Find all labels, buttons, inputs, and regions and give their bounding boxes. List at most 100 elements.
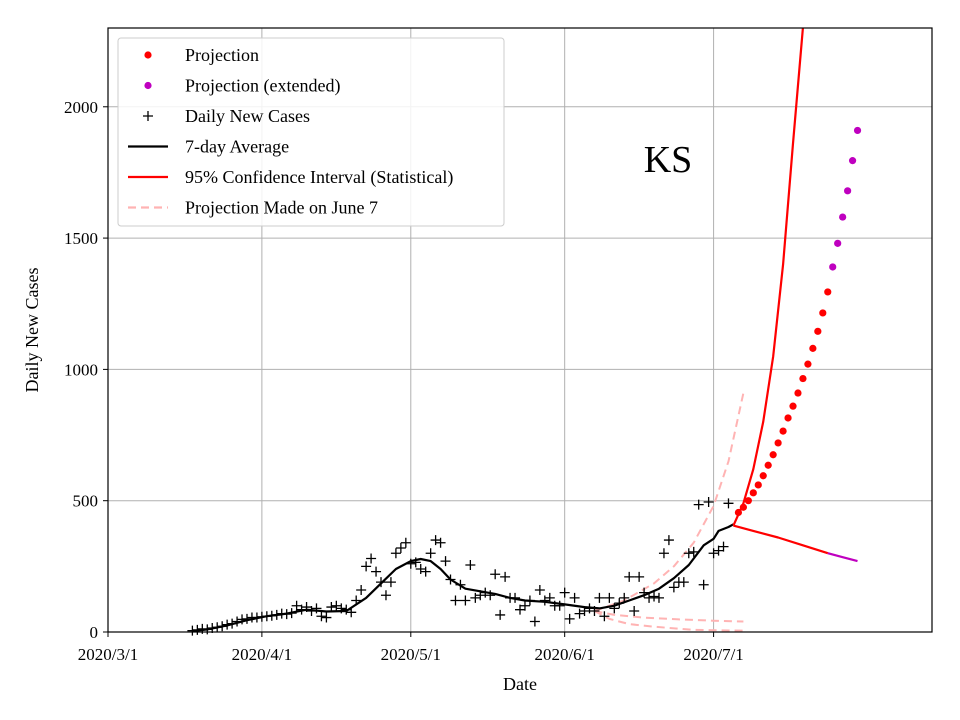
legend-label: 95% Confidence Interval (Statistical) <box>185 167 453 188</box>
daily-case-point <box>306 605 317 616</box>
y-axis-label: Daily New Cases <box>22 268 42 393</box>
series-line-projection-made-on-june-7-lower <box>594 610 744 632</box>
series-projection-made-on-june-7-upper <box>594 392 745 612</box>
daily-case-point <box>629 605 640 616</box>
daily-case-point <box>192 624 203 635</box>
daily-case-point <box>356 584 367 595</box>
plot-frame <box>107 27 933 633</box>
daily-case-point <box>326 602 337 613</box>
legend-item-projection: Projection <box>144 45 259 65</box>
daily-case-point <box>336 603 347 614</box>
x-tick-label: 2020/6/1 <box>534 645 594 664</box>
daily-case-point <box>465 560 476 571</box>
daily-case-point <box>361 561 372 572</box>
projection-point <box>853 126 862 135</box>
daily-case-point <box>420 566 431 577</box>
projection-point <box>789 402 797 410</box>
daily-case-point <box>445 574 456 585</box>
daily-case-point <box>227 618 238 629</box>
daily-case-point <box>371 566 382 577</box>
daily-case-point <box>510 592 521 603</box>
projection-point <box>799 374 807 383</box>
daily-case-point <box>534 584 545 595</box>
x-tick-label: 2020/3/1 <box>78 645 138 664</box>
daily-case-point <box>619 592 630 603</box>
x-tick-label: 2020/4/1 <box>232 645 292 664</box>
projection-point <box>784 414 792 422</box>
daily-case-point <box>683 548 694 559</box>
daily-case-point <box>678 577 689 588</box>
daily-case-point <box>604 592 615 603</box>
daily-case-point <box>644 592 655 603</box>
daily-case-point <box>609 603 620 614</box>
legend-item-daily-new-cases: Daily New Cases <box>143 106 310 126</box>
daily-case-point <box>579 605 590 616</box>
x-axis-label: Date <box>503 674 537 694</box>
daily-case-point <box>455 579 466 590</box>
daily-case-point <box>232 616 243 627</box>
daily-case-point <box>450 595 461 606</box>
daily-case-point <box>718 541 729 552</box>
projection-point <box>844 187 852 195</box>
daily-case-point <box>385 577 396 588</box>
series-95-confidence-interval-lower <box>733 524 829 555</box>
projection-point <box>839 213 847 221</box>
daily-case-point <box>668 582 679 593</box>
series-projection-extended <box>829 126 862 271</box>
series-projection-made-on-june-7-lower <box>594 610 744 632</box>
daily-case-point <box>251 612 262 623</box>
daily-case-point <box>649 591 660 602</box>
legend-item-95-confidence-interval-statistical: 95% Confidence Interval (Statistical) <box>128 167 453 188</box>
series-projection-made-on-june-7-middle <box>594 610 744 623</box>
daily-case-point <box>569 592 580 603</box>
series-daily-new-cases <box>187 497 734 636</box>
legend-item-projection-made-on-june-7: Projection Made on June 7 <box>128 198 378 218</box>
series-line-95-confidence-interval-lower <box>733 524 829 555</box>
daily-case-point <box>341 604 352 615</box>
projection-point <box>764 461 772 469</box>
daily-case-point <box>321 612 332 623</box>
y-tick-label: 2000 <box>64 98 98 117</box>
daily-case-point <box>708 548 719 559</box>
legend: Projection Projection (extended) Daily New… <box>117 37 505 227</box>
legend-label: 7-day Average <box>185 137 289 157</box>
daily-case-point <box>331 600 342 611</box>
series-line-projection-made-on-june-7-middle <box>594 610 744 623</box>
daily-case-point <box>187 625 198 636</box>
legend-label: Projection <box>185 45 259 65</box>
daily-case-point <box>599 611 610 622</box>
daily-case-point <box>698 579 709 590</box>
projection-point <box>779 427 787 435</box>
daily-case-point <box>390 548 401 559</box>
series-projection <box>734 288 832 517</box>
legend-box <box>117 37 505 227</box>
legend-item-7-day-average: 7-day Average <box>128 137 289 157</box>
daily-case-point <box>286 608 297 619</box>
daily-case-point <box>470 592 481 603</box>
daily-case-point <box>271 609 282 620</box>
daily-case-point <box>425 548 436 559</box>
daily-case-point <box>296 604 307 615</box>
daily-case-point <box>614 598 625 609</box>
projection-point <box>804 360 812 368</box>
legend-marker <box>144 81 152 90</box>
daily-case-point <box>311 603 322 614</box>
projection-point <box>739 503 747 511</box>
daily-case-point <box>415 563 426 574</box>
daily-case-point <box>564 613 575 624</box>
legend-item-projection-extended: Projection (extended) <box>144 76 340 97</box>
daily-case-point <box>395 542 406 553</box>
daily-case-point <box>241 613 252 624</box>
projection-point <box>824 288 832 296</box>
daily-case-point <box>544 592 555 603</box>
daily-case-point <box>435 537 446 548</box>
daily-case-point <box>212 622 223 633</box>
y-tick-label: 1500 <box>64 229 98 248</box>
legend-label: Projection (extended) <box>185 76 340 97</box>
daily-case-point <box>663 535 674 546</box>
y-tick-label: 500 <box>73 492 99 511</box>
daily-case-point <box>519 600 530 611</box>
daily-case-point <box>316 611 327 622</box>
daily-case-point <box>475 590 486 601</box>
